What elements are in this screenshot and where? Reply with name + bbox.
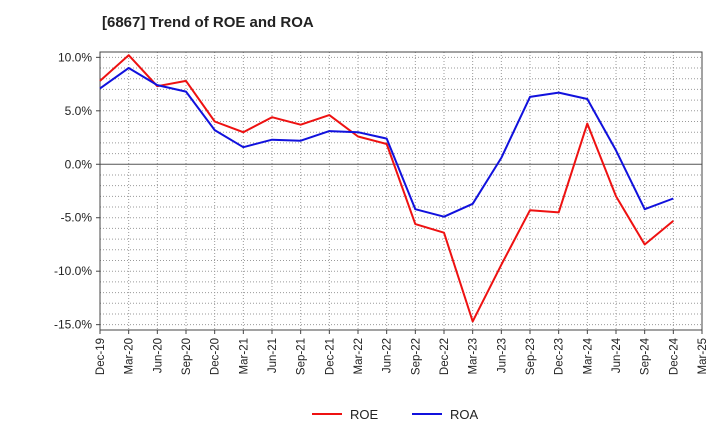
x-tick-label: Sep-20 — [181, 338, 193, 375]
series-line-roe — [99, 54, 674, 323]
x-tick-labels: Dec-19 Mar-20 Jun-20 Sep-20 Dec-20 Mar-21 Jun-… — [95, 337, 709, 375]
x-tick-label: Jun-20 — [152, 338, 164, 373]
x-tick-label: Dec-19 — [95, 338, 107, 375]
x-tick-label: Dec-22 — [439, 338, 451, 375]
x-tick-label: Sep-21 — [296, 338, 308, 375]
x-tick-label: Mar-21 — [238, 338, 250, 374]
x-tick-label: Dec-24 — [668, 337, 680, 375]
legend: ROE ROA — [312, 407, 479, 422]
y-tick-label: -5.0% — [61, 211, 93, 225]
series-line-roa — [99, 67, 674, 218]
x-tick-label: Dec-23 — [554, 338, 566, 375]
x-tick-label: Jun-22 — [382, 338, 394, 373]
x-tick-label: Mar-23 — [468, 338, 480, 374]
x-tick-label: Mar-25 — [697, 338, 709, 374]
x-tick-label: Jun-24 — [611, 337, 623, 373]
y-tick-label: 5.0% — [65, 104, 93, 118]
x-tick-label: Jun-23 — [496, 338, 508, 373]
y-tick-label: 0.0% — [65, 157, 93, 171]
series-lines — [99, 54, 674, 323]
x-tick-label: Sep-24 — [640, 337, 652, 375]
x-tick-label: Mar-24 — [582, 337, 594, 374]
x-tick-label: Mar-20 — [124, 338, 136, 374]
x-tick-label: Mar-22 — [353, 338, 365, 374]
y-tick-labels: 10.0% 5.0% 0.0% -5.0% -10.0% -15.0% — [54, 50, 92, 331]
y-tick-label: -10.0% — [54, 264, 92, 278]
axes — [96, 51, 703, 334]
legend-label-roa: ROA — [450, 407, 479, 422]
x-tick-label: Dec-21 — [324, 338, 336, 375]
y-tick-label: 10.0% — [58, 50, 92, 64]
x-tick-label: Sep-22 — [410, 338, 422, 375]
x-tick-label: Dec-20 — [210, 338, 222, 375]
chart-title: [6867] Trend of ROE and ROA — [102, 14, 314, 31]
x-tick-label: Sep-23 — [525, 338, 537, 375]
y-tick-label: -15.0% — [54, 318, 92, 332]
grid — [100, 52, 703, 330]
plot-frame — [99, 51, 703, 331]
x-tick-label: Jun-21 — [267, 338, 279, 373]
legend-label-roe: ROE — [350, 407, 379, 422]
